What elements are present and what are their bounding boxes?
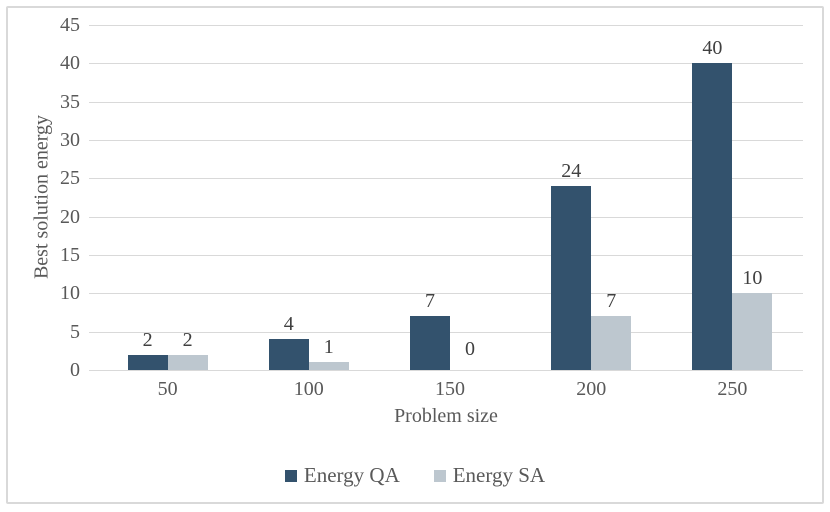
bar-energy-qa-50 <box>127 354 168 370</box>
bar-group-200: 24 7 <box>521 25 662 370</box>
bar-wrap: 0 <box>450 25 490 370</box>
bar-energy-sa-100 <box>308 362 349 370</box>
gridline-35 <box>89 101 803 103</box>
data-label: 0 <box>465 338 475 360</box>
x-tick-label-250: 250 <box>717 378 748 400</box>
gridline-0 <box>89 370 803 371</box>
bar-wrap: 2 <box>167 25 208 370</box>
legend-item-energy-qa: Energy QA <box>284 463 400 488</box>
bar-energy-qa-100 <box>268 339 309 370</box>
bar-energy-sa-50 <box>167 354 208 370</box>
y-tick-label-20: 20 <box>60 205 80 228</box>
data-label: 7 <box>425 290 435 313</box>
bar-energy-qa-200 <box>551 186 592 370</box>
legend-swatch-qa-icon <box>284 469 297 482</box>
y-tick-label-25: 25 <box>60 167 80 190</box>
bar-wrap: 2 <box>127 25 168 370</box>
x-axis-title: Problem size <box>394 405 498 427</box>
legend-item-energy-sa: Energy SA <box>433 463 546 488</box>
data-label: 2 <box>182 328 193 351</box>
data-label: 1 <box>323 336 334 359</box>
bar-wrap: 4 <box>268 25 309 370</box>
x-tick-label-150: 150 <box>435 378 465 400</box>
bar-energy-sa-250 <box>732 293 773 370</box>
gridline-10 <box>89 293 803 295</box>
y-tick-label-10: 10 <box>60 282 80 305</box>
bar-energy-qa-250 <box>692 63 733 370</box>
bar-energy-sa-200 <box>591 316 632 370</box>
bar-wrap: 7 <box>410 25 450 370</box>
y-tick-label-5: 5 <box>70 320 80 343</box>
gridline-20 <box>89 216 803 218</box>
y-tick-label-0: 0 <box>70 359 80 381</box>
bar-group-250: 40 10 <box>662 25 803 370</box>
data-label: 4 <box>283 313 294 336</box>
x-tick-label-50: 50 <box>157 378 178 400</box>
x-axis-tick-labels: 50 100 150 200 250 <box>97 378 803 401</box>
gridline-25 <box>89 178 803 180</box>
data-label: 24 <box>561 160 582 182</box>
y-tick-label-35: 35 <box>60 90 80 113</box>
bar-wrap: 40 <box>692 25 733 370</box>
legend-label-qa: Energy QA <box>303 463 400 487</box>
y-tick-label-40: 40 <box>60 52 80 75</box>
bar-wrap: 7 <box>591 25 632 370</box>
y-tick-label-45: 45 <box>60 14 80 36</box>
bar-wrap: 1 <box>308 25 349 370</box>
gridline-15 <box>89 255 803 256</box>
bar-wrap: 24 <box>551 25 592 370</box>
gridline-40 <box>89 63 803 65</box>
bar-energy-qa-150 <box>410 316 450 370</box>
x-tick-label-100: 100 <box>293 378 324 400</box>
y-tick-label-15: 15 <box>60 244 80 266</box>
data-label: 7 <box>606 290 617 313</box>
gridline-30 <box>89 140 803 141</box>
data-label: 10 <box>742 267 763 290</box>
legend: Energy QA Energy SA <box>0 463 830 488</box>
legend-swatch-sa-icon <box>433 469 446 482</box>
bar-groups: 2 2 4 1 7 0 24 7 40 10 <box>97 25 803 370</box>
data-label: 40 <box>702 37 723 60</box>
bar-wrap: 10 <box>732 25 773 370</box>
data-label: 2 <box>142 328 153 351</box>
x-tick-label-200: 200 <box>576 378 607 400</box>
legend-label-sa: Energy SA <box>452 463 546 487</box>
gridline-45 <box>89 25 803 26</box>
y-tick-label-30: 30 <box>60 129 80 151</box>
